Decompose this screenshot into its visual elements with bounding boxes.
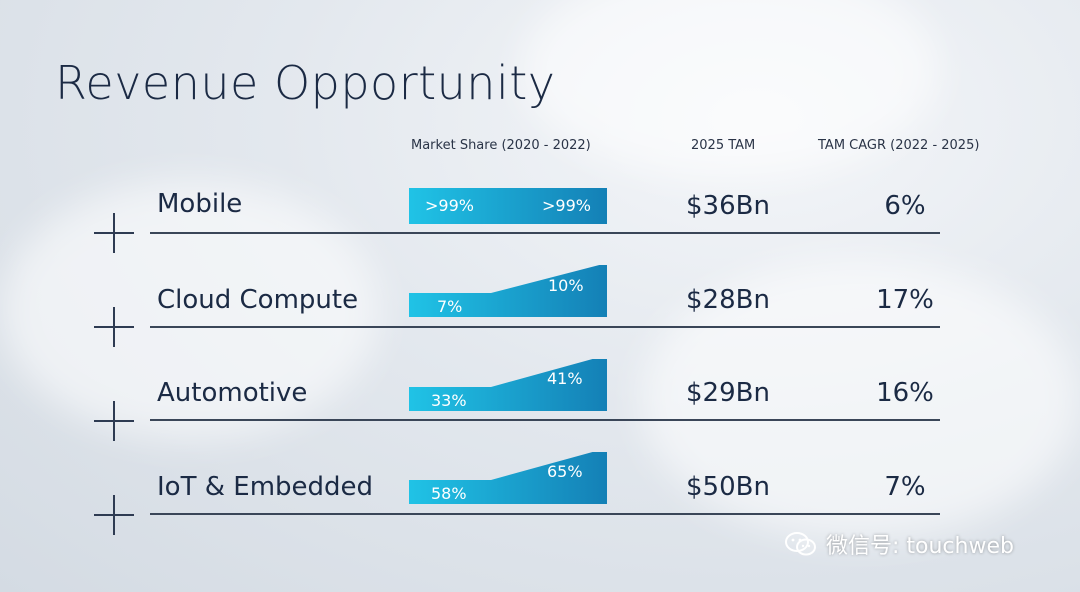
cagr-value: 16% (876, 378, 934, 408)
market-share-bar: 33% 41% (409, 359, 607, 419)
share-2022-label: 10% (548, 276, 584, 295)
share-2020-label: 33% (431, 391, 467, 410)
crosshair-icon (94, 213, 134, 253)
header-tam: 2025 TAM (691, 138, 756, 153)
row-automotive: Automotive 33% 41% $29Bn 16% (0, 353, 1080, 447)
row-label: Cloud Compute (157, 285, 359, 315)
row-divider (150, 232, 940, 234)
share-2022-label: 65% (547, 462, 583, 481)
market-share-bar: >99% >99% (409, 172, 607, 232)
watermark-text: 微信号: touchweb (826, 534, 1014, 559)
wechat-icon (785, 532, 816, 556)
row-label: Automotive (157, 378, 308, 408)
market-share-area (409, 265, 607, 317)
cagr-value: 17% (876, 285, 934, 315)
header-cagr: TAM CAGR (2022 - 2025) (818, 138, 980, 153)
market-share-area (409, 188, 607, 224)
row-iot-embedded: IoT & Embedded 58% 65% $50Bn 7% (0, 447, 1080, 541)
cagr-value: 6% (884, 191, 926, 221)
crosshair-icon (94, 495, 134, 535)
crosshair-icon (94, 401, 134, 441)
cloud-background (0, 180, 380, 440)
market-share-bar: 58% 65% (409, 452, 607, 512)
share-2022-label: 41% (547, 369, 583, 388)
crosshair-icon (94, 307, 134, 347)
market-share-area (409, 359, 607, 411)
share-2020-label: 58% (431, 484, 467, 503)
market-share-bar: 7% 10% (409, 265, 607, 325)
share-2022-label: >99% (542, 196, 591, 215)
cagr-value: 7% (884, 472, 926, 502)
row-divider (150, 326, 940, 328)
row-mobile: Mobile >99% >99% $36Bn 6% (0, 165, 1080, 259)
watermark: 微信号: touchweb (784, 528, 1014, 560)
cloud-background (520, 0, 940, 180)
tam-value: $29Bn (686, 378, 770, 408)
share-2020-label: 7% (437, 297, 463, 316)
row-divider (150, 419, 940, 421)
row-divider (150, 513, 940, 515)
market-share-area (409, 452, 607, 504)
market-share-bar-shape (409, 359, 607, 411)
row-label: Mobile (157, 189, 243, 219)
market-share-bar-shape (409, 188, 607, 224)
share-2020-label: >99% (425, 196, 474, 215)
tam-value: $28Bn (686, 285, 770, 315)
tam-value: $50Bn (686, 472, 770, 502)
row-cloud-compute: Cloud Compute 7% 10% $28Bn 17% (0, 259, 1080, 353)
cloud-background (640, 260, 1080, 540)
tam-value: $36Bn (686, 191, 770, 221)
market-share-bar-shape (409, 265, 607, 317)
header-market-share: Market Share (2020 - 2022) (411, 138, 591, 153)
market-share-bar-shape (409, 452, 607, 504)
slide-title: Revenue Opportunity (55, 56, 556, 110)
row-label: IoT & Embedded (157, 472, 374, 502)
